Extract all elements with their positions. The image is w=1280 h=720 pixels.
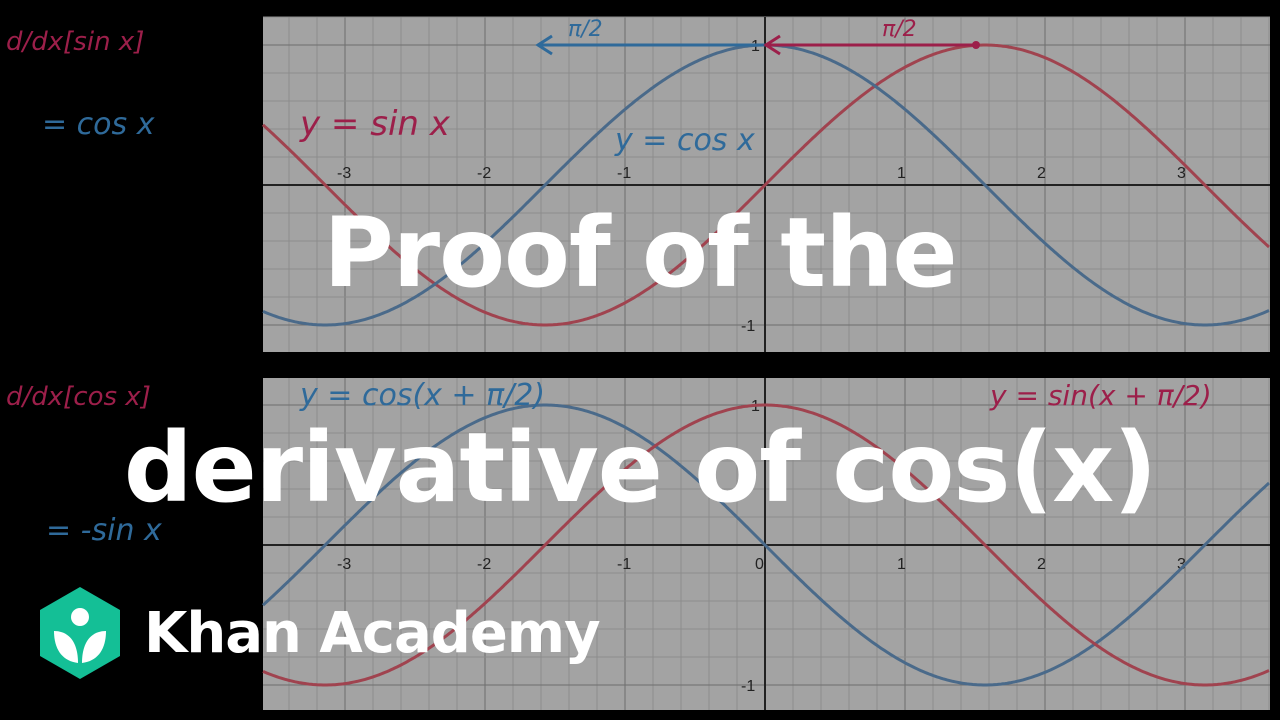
curve-cosx [262, 403, 1270, 687]
sin-label: y = sin x [299, 104, 451, 144]
x-tick-label: -1 [617, 556, 631, 573]
title-line-1: Proof of the [323, 197, 957, 309]
khan-academy-logo: Khan Academy [38, 585, 601, 681]
x-tick-label: -3 [337, 556, 351, 573]
x-tick-label: -2 [477, 556, 491, 573]
x-tick-label: 1 [897, 556, 906, 573]
curve-neg-sinx [261, 403, 1271, 687]
y-tick-label: -1 [741, 318, 755, 335]
x-tick-label: 1 [897, 165, 906, 182]
x-tick-label: 2 [1037, 165, 1046, 182]
x-tick-label: -1 [617, 165, 631, 182]
top-graph: -3-2-11231-1 [261, 16, 1271, 352]
x-tick-label: 2 [1037, 556, 1046, 573]
sin-shift-label: y = sin(x + π/2) [989, 379, 1212, 412]
cos-shift-label: y = cos(x + π/2) [299, 378, 545, 413]
y-tick-label: -1 [741, 678, 755, 695]
shift-right-arrowhead [763, 34, 781, 56]
title-line-2: derivative of cos(x) [123, 412, 1157, 524]
x-tick-label: -3 [337, 165, 351, 182]
shift-left-label: π/2 [568, 17, 603, 42]
bottom-graph: -3 -2 -1 0 1 2 31-1 [261, 378, 1271, 710]
shift-left-arrowhead [535, 34, 553, 56]
x-tick-label: 0 [755, 556, 764, 573]
x-tick-label: 3 [1177, 556, 1186, 573]
shift-endpoint-dot [972, 41, 980, 49]
khan-academy-hexagon-icon [40, 587, 120, 679]
top-derivative-expr: d/dx[sin x] [6, 27, 144, 57]
cos-label: y = cos x [614, 123, 755, 158]
bottom-derivative-result: = -sin x [46, 513, 162, 548]
top-derivative-result: = cos x [42, 107, 155, 142]
curve-sinx [261, 43, 1271, 327]
bottom-derivative-expr: d/dx[cos x] [6, 382, 151, 412]
x-tick-label: 3 [1177, 165, 1186, 182]
x-tick-label: -2 [477, 165, 491, 182]
brand-name: Khan Academy [144, 600, 601, 666]
shift-right-label: π/2 [882, 17, 917, 42]
